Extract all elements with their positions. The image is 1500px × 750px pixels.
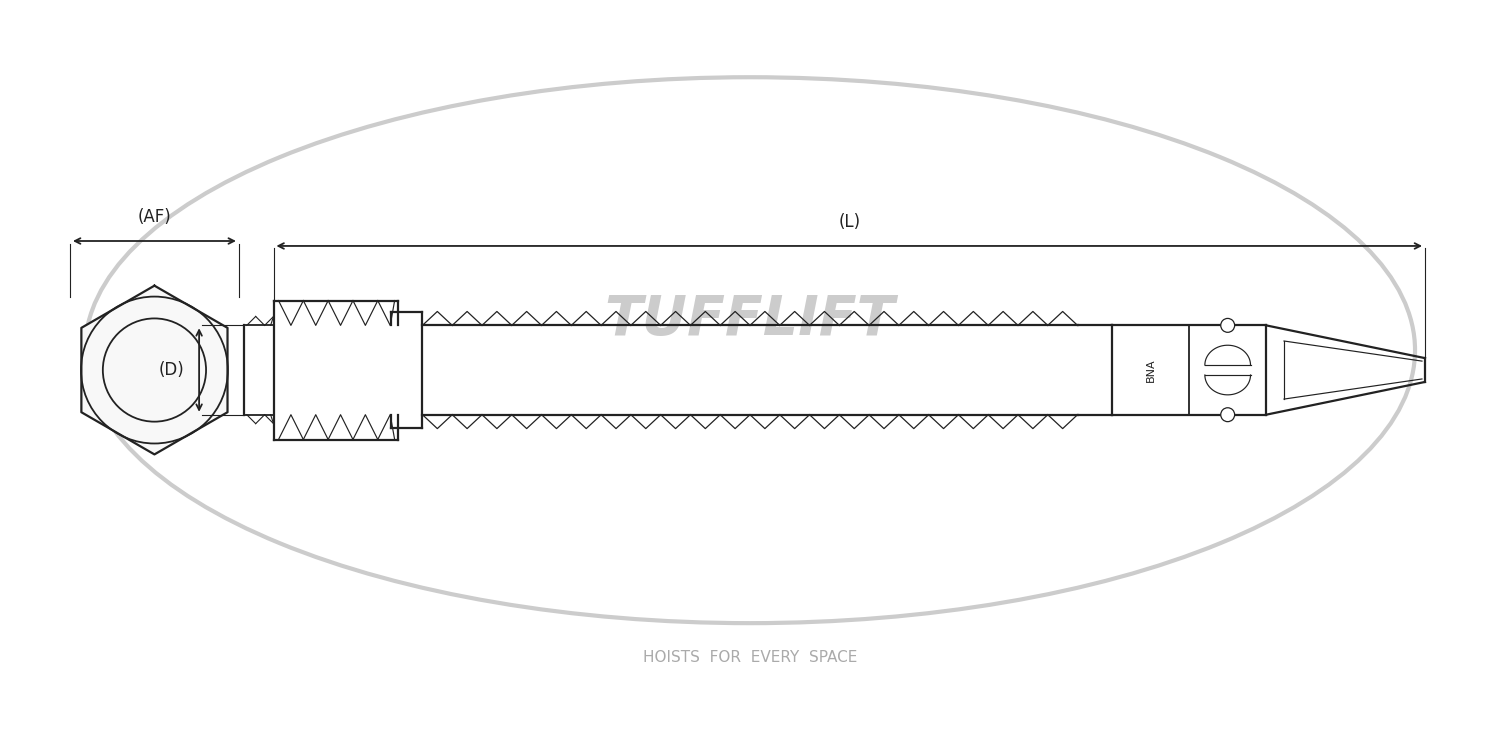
Text: HOISTS  FOR  EVERY  SPACE: HOISTS FOR EVERY SPACE	[644, 650, 856, 665]
Circle shape	[1221, 408, 1234, 422]
Text: (AF): (AF)	[138, 208, 171, 226]
Text: BNA: BNA	[1146, 358, 1156, 382]
Text: TUFFLIFT: TUFFLIFT	[604, 293, 896, 347]
Polygon shape	[81, 286, 228, 454]
Circle shape	[1221, 319, 1234, 332]
Text: (L): (L)	[839, 213, 861, 231]
Text: (D): (D)	[159, 361, 184, 379]
